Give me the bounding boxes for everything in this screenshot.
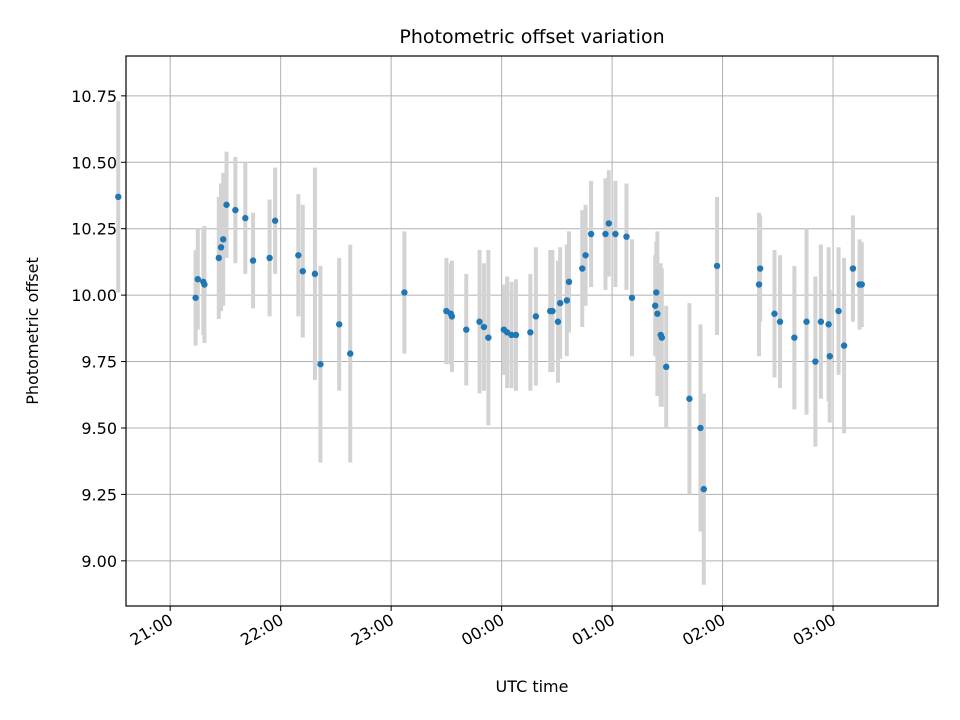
data-point <box>825 321 832 328</box>
plot-frame <box>125 55 939 607</box>
data-point <box>812 358 819 365</box>
data-point <box>628 294 636 301</box>
data-point <box>476 318 483 325</box>
chart-title: Photometric offset variation <box>399 26 664 48</box>
data-point <box>563 297 570 304</box>
y-tick-label: 10.75 <box>71 87 117 106</box>
data-point <box>858 281 865 288</box>
data-point <box>697 424 704 432</box>
data-point <box>713 262 721 270</box>
data-point <box>508 331 515 339</box>
data-point <box>485 334 492 341</box>
data-point <box>756 265 764 272</box>
data-point <box>651 302 659 309</box>
data-point <box>817 318 825 325</box>
data-point <box>654 310 661 317</box>
data-point <box>527 329 534 336</box>
data-point <box>448 313 456 320</box>
data-point <box>623 233 630 240</box>
data-point <box>295 252 302 259</box>
data-point <box>565 278 573 286</box>
data-point <box>776 318 784 325</box>
y-axis-title: Photometric offset <box>23 257 42 405</box>
data-point <box>587 230 595 238</box>
data-point <box>849 265 857 272</box>
y-tick-label: 9.75 <box>81 353 117 372</box>
data-point <box>755 281 763 288</box>
data-point <box>115 193 122 201</box>
data-point <box>579 265 586 272</box>
data-point <box>480 323 488 331</box>
data-point <box>840 342 848 349</box>
data-point <box>653 289 660 296</box>
y-tick-label: 10.00 <box>71 286 117 305</box>
data-point <box>401 289 408 296</box>
data-point <box>605 220 612 227</box>
data-point <box>317 361 324 368</box>
data-point <box>215 254 222 262</box>
data-point <box>663 363 670 371</box>
data-point <box>549 307 556 315</box>
data-point <box>220 236 227 243</box>
data-point <box>266 254 273 262</box>
data-point <box>249 257 257 264</box>
data-point <box>299 268 306 275</box>
data-point <box>271 217 279 224</box>
data-point <box>311 270 319 278</box>
y-tick-label: 9.25 <box>81 485 117 504</box>
data-point <box>336 321 343 328</box>
data-point <box>791 334 798 341</box>
data-point <box>556 299 564 307</box>
data-point <box>658 334 666 341</box>
data-point <box>602 230 609 238</box>
data-point <box>532 313 540 320</box>
data-point <box>201 281 208 288</box>
data-point <box>223 201 230 208</box>
data-point <box>803 318 810 325</box>
x-axis-title: UTC time <box>496 677 569 696</box>
data-point <box>242 214 249 222</box>
y-tick-label: 9.00 <box>81 552 117 571</box>
data-point <box>217 244 225 251</box>
data-point <box>582 252 589 259</box>
data-point <box>512 331 520 339</box>
data-point <box>347 350 354 357</box>
data-point <box>192 294 199 301</box>
data-point <box>612 230 619 238</box>
data-point <box>463 326 470 333</box>
data-point <box>232 206 239 214</box>
y-tick-label: 9.50 <box>81 419 117 438</box>
data-points <box>115 193 865 493</box>
data-point <box>700 485 707 493</box>
data-point <box>686 395 693 402</box>
y-tick-label: 10.25 <box>71 220 117 239</box>
y-tick-label: 10.50 <box>71 153 117 172</box>
data-point <box>826 353 833 360</box>
data-point <box>771 310 778 317</box>
data-point <box>835 307 842 315</box>
data-point <box>194 275 202 283</box>
data-point <box>554 318 562 325</box>
